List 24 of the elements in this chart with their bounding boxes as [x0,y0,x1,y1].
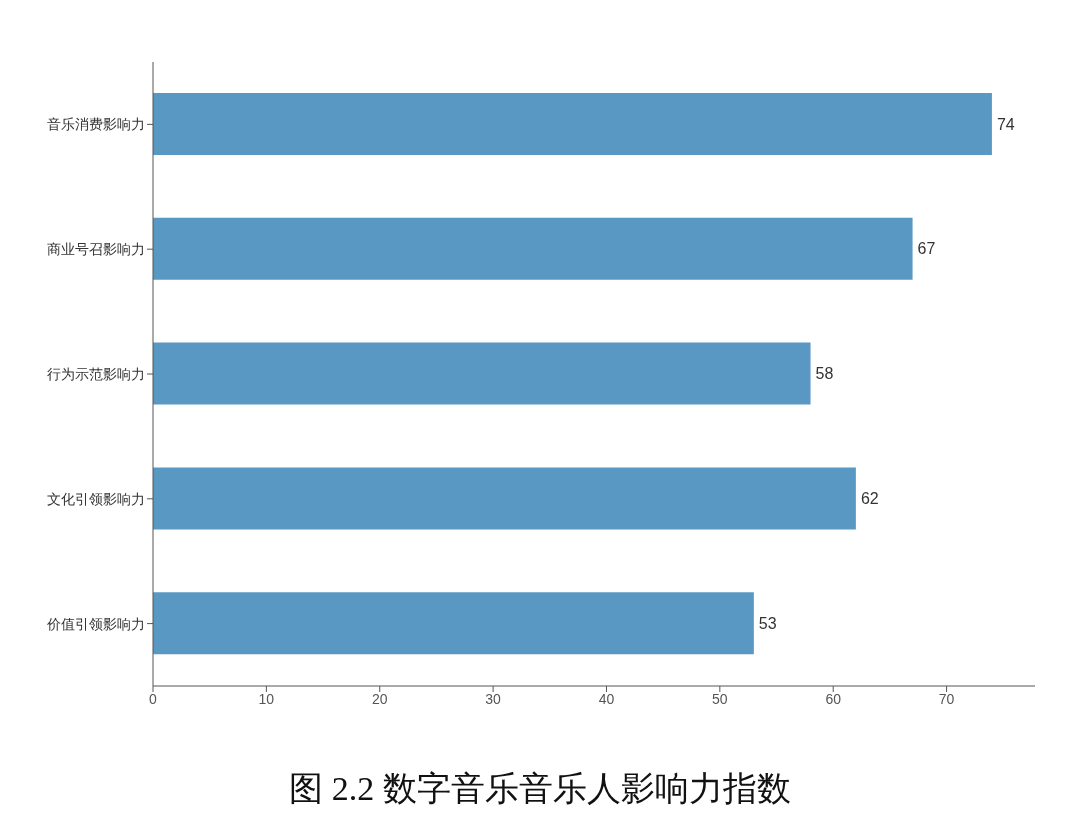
y-tick-label: 行为示范影响力 [47,365,145,382]
bar [153,217,913,280]
y-tick-label: 商业号召影响力 [47,241,145,258]
y-tick-label: 文化引领影响力 [47,490,145,507]
bar [153,93,992,155]
x-tick-label: 60 [825,690,842,707]
data-label: 74 [996,115,1015,133]
x-tick-label: 70 [938,690,955,707]
data-label: 53 [758,614,777,632]
x-tick-label: 50 [712,690,728,707]
text: 图 2.2 数字音乐音乐人影响力指数 [288,769,792,809]
bar [153,467,856,530]
x-tick-label: 30 [485,690,502,707]
y-tick-label: 音乐消费影响力 [47,116,145,133]
y-tick-label: 价值引领影响力 [46,615,145,632]
data-label: 62 [860,490,879,508]
bar [153,342,811,405]
x-tick-label: 0 [149,690,158,707]
bar [153,592,754,655]
x-tick-label: 20 [371,690,388,707]
x-tick-label: 40 [598,690,615,707]
data-label: 67 [917,240,936,258]
data-label: 58 [815,365,834,383]
x-tick-label: 10 [258,690,275,707]
